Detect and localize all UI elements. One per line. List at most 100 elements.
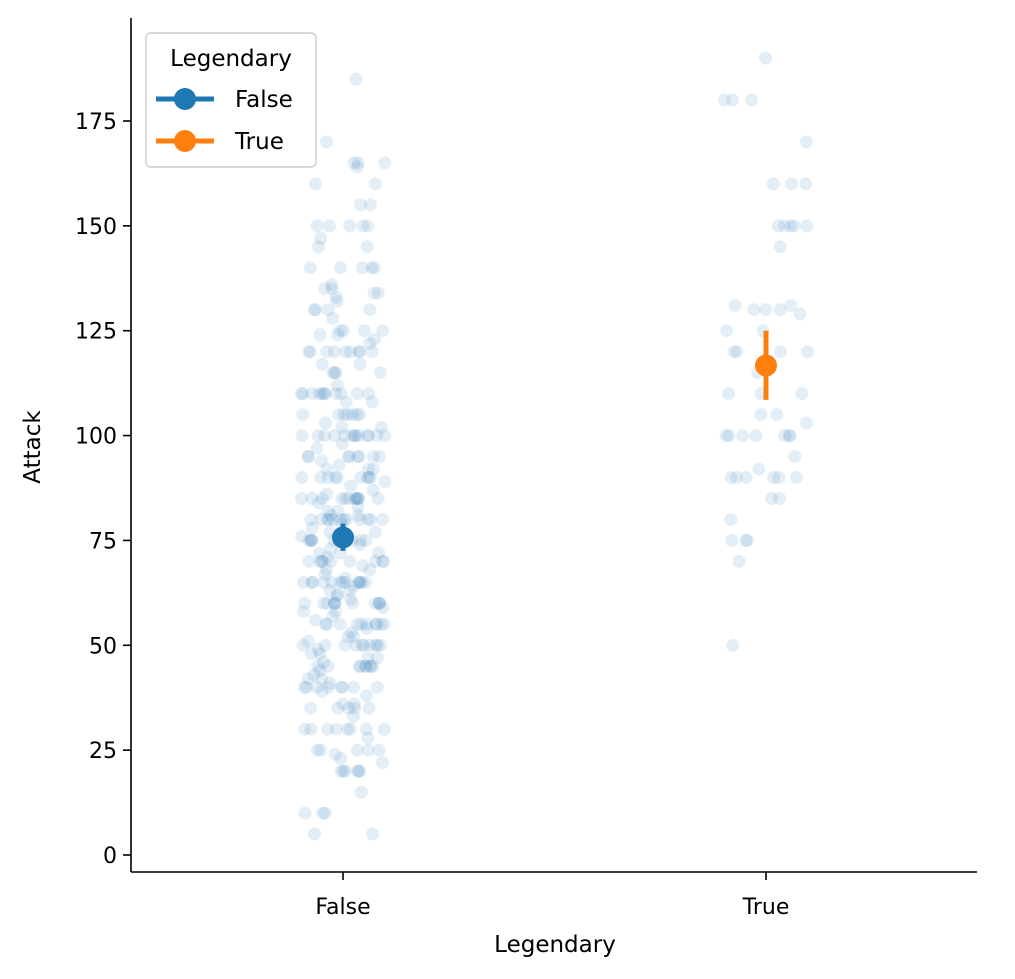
strip-point	[373, 450, 386, 463]
strip-point	[325, 282, 339, 296]
strip-point	[375, 513, 389, 526]
strip-point	[352, 429, 366, 443]
strip-point	[773, 345, 787, 359]
strip-point	[328, 366, 342, 380]
strip-point	[311, 659, 325, 673]
strip-point	[318, 567, 332, 581]
strip-point	[365, 345, 379, 359]
strip-point	[336, 764, 350, 778]
strip-point	[736, 429, 749, 443]
strip-point	[338, 492, 352, 505]
strip-point	[350, 492, 364, 505]
strip-point	[795, 387, 809, 401]
strip-point	[363, 303, 377, 317]
strip-point	[320, 550, 334, 564]
strip-point	[326, 513, 340, 526]
strip-point	[364, 659, 378, 673]
strip-point	[363, 471, 377, 484]
strip-point	[317, 575, 331, 589]
strip-point	[350, 743, 364, 757]
strip-point	[728, 299, 742, 312]
strip-point	[363, 513, 377, 526]
strip-point	[353, 659, 367, 673]
strip-point	[304, 722, 318, 736]
strip-point	[307, 668, 321, 682]
strip-point	[374, 617, 388, 631]
strip-point	[310, 441, 324, 455]
strip-point	[354, 617, 368, 631]
strip-point	[314, 471, 328, 484]
strip-point	[307, 303, 321, 317]
strip-point	[344, 626, 358, 640]
strip-point	[363, 638, 377, 652]
strip-point	[329, 387, 343, 401]
strip-point	[298, 680, 311, 694]
strip-point	[372, 596, 386, 610]
strip-point	[366, 483, 380, 497]
strip-point	[299, 680, 313, 694]
strip-point	[296, 638, 310, 652]
legend-marker-true	[174, 130, 196, 152]
strip-point	[361, 651, 375, 665]
strip-point	[297, 605, 311, 619]
strip-point	[332, 458, 346, 472]
strip-point	[366, 462, 380, 476]
strip-point	[369, 617, 383, 631]
strip-point	[739, 471, 753, 484]
strip-point	[352, 450, 366, 463]
strip-point	[373, 596, 387, 610]
strip-point	[322, 219, 336, 233]
strip-point	[343, 722, 357, 736]
strip-point	[353, 198, 367, 212]
strip-point	[368, 596, 382, 610]
strip-point	[782, 429, 796, 443]
strip-point	[314, 454, 328, 468]
strip-point	[370, 429, 384, 443]
strip-point	[311, 429, 325, 443]
strip-point	[343, 219, 357, 233]
strip-point	[331, 504, 345, 518]
strip-point	[346, 408, 359, 422]
strip-point	[347, 680, 360, 694]
strip-point	[351, 764, 365, 778]
strip-point	[357, 324, 371, 338]
strip-point	[784, 219, 798, 233]
strip-point	[330, 722, 343, 736]
strip-point	[320, 135, 334, 149]
strip-point	[318, 429, 332, 443]
strip-point	[324, 542, 338, 556]
strip-point	[329, 290, 343, 304]
strip-point	[302, 554, 316, 568]
strip-point	[353, 659, 367, 673]
strip-point	[331, 328, 345, 342]
strip-point	[340, 513, 354, 526]
y-tick-label: 175	[75, 110, 117, 135]
strip-point	[321, 659, 335, 673]
strip-point	[362, 471, 376, 484]
strip-point	[351, 575, 365, 589]
strip-point	[320, 617, 334, 631]
strip-point	[317, 596, 331, 610]
strip-point	[347, 630, 361, 644]
strip-point	[305, 387, 319, 401]
strip-point	[376, 601, 390, 614]
strip-point	[353, 764, 367, 778]
strip-point	[334, 261, 347, 275]
strip-point	[371, 638, 384, 652]
strip-point	[355, 261, 369, 275]
strip-point	[336, 324, 350, 338]
strip-point	[338, 429, 352, 443]
strip-point	[310, 219, 324, 233]
strip-point	[328, 471, 342, 484]
strip-point	[351, 156, 365, 170]
strip-point	[305, 521, 319, 535]
strip-point	[378, 475, 392, 489]
strip-point	[754, 408, 768, 422]
legend-label-true: True	[234, 129, 284, 155]
x-tick-label: False	[315, 895, 370, 920]
strip-point	[336, 575, 349, 589]
strip-point	[333, 617, 347, 631]
strip-point	[303, 261, 317, 275]
y-tick-label: 75	[89, 529, 117, 554]
strip-point	[372, 743, 386, 757]
